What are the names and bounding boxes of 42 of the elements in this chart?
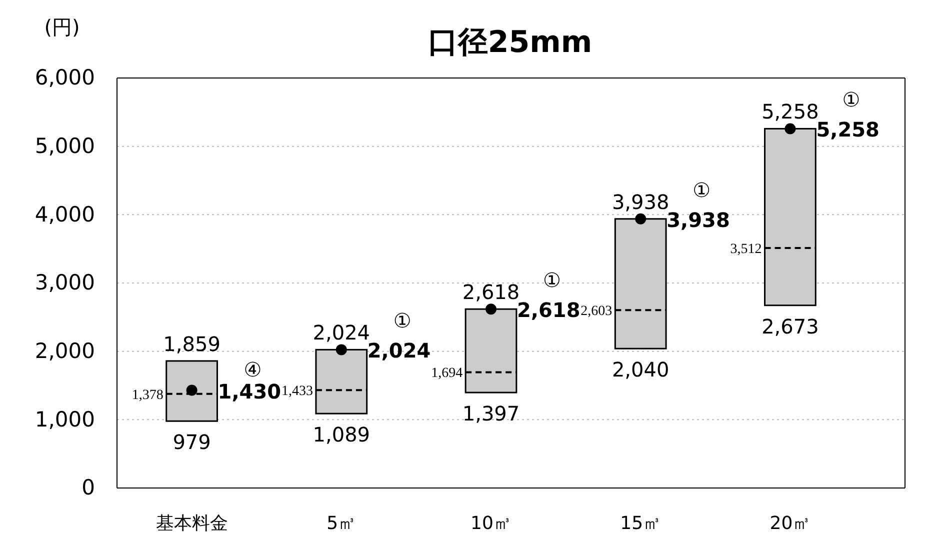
- annotation: 5,258: [816, 118, 880, 142]
- annotation: 1,378: [132, 388, 164, 403]
- point: [486, 304, 496, 315]
- y-axis-title: (円): [44, 15, 80, 39]
- point: [186, 384, 198, 396]
- y-tick-label: 2,000: [34, 339, 95, 364]
- annotation: 1,433: [281, 384, 313, 400]
- annotation: ①: [842, 88, 860, 112]
- annotation: ①: [393, 308, 412, 333]
- x-tick-label: 15㎥: [620, 512, 662, 534]
- data-label: 2,618: [462, 280, 520, 304]
- point: [784, 123, 796, 134]
- y-tick-label: 1,000: [34, 407, 95, 432]
- x-tick-label: 基本料金: [156, 512, 228, 534]
- data-label: 5,258: [762, 100, 819, 124]
- annotation: 3,938: [666, 208, 730, 232]
- x-tick-label: 20㎥: [770, 512, 811, 534]
- annotation: 1,397: [462, 402, 520, 426]
- annotation: 2,618: [517, 298, 580, 322]
- annotation: 3,512: [730, 242, 762, 258]
- annotation: ①: [543, 268, 561, 292]
- point: [336, 344, 347, 356]
- y-tick-label: 6,000: [34, 66, 95, 90]
- annotation: 2,673: [762, 314, 819, 338]
- annotation: 1,694: [431, 366, 463, 382]
- point: [635, 213, 646, 224]
- data-label: 3,938: [612, 190, 670, 214]
- annotation: 2,603: [580, 304, 612, 320]
- data-label: 1,430: [218, 379, 282, 404]
- x-tick-label: 10㎥: [470, 512, 512, 534]
- chart-title: 口径25mm: [428, 25, 592, 60]
- annotation: ④: [244, 357, 262, 382]
- y-tick-label: 5,000: [34, 134, 95, 158]
- annotation: ①: [692, 178, 711, 202]
- x-tick-label: 5㎥: [326, 512, 356, 534]
- y-tick-label: 3,000: [34, 270, 95, 295]
- annotation: 1,089: [312, 422, 370, 447]
- annotation: 979: [172, 430, 211, 454]
- y-tick-label: 0: [82, 476, 95, 500]
- annotation: 2,040: [612, 358, 670, 382]
- annotation: 1,859: [163, 332, 220, 356]
- y-tick-label: 4,000: [34, 202, 95, 226]
